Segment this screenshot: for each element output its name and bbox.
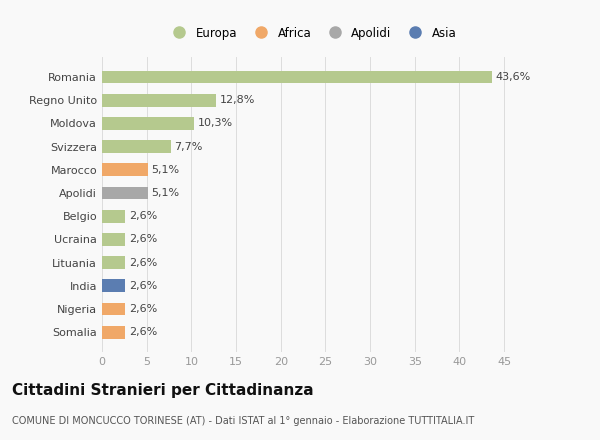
Bar — [102, 140, 171, 153]
Text: 2,6%: 2,6% — [129, 257, 157, 268]
Legend: Europa, Africa, Apolidi, Asia: Europa, Africa, Apolidi, Asia — [163, 22, 461, 44]
Bar — [102, 279, 125, 292]
Text: Cittadini Stranieri per Cittadinanza: Cittadini Stranieri per Cittadinanza — [12, 383, 314, 398]
Bar — [102, 303, 125, 315]
Text: 7,7%: 7,7% — [175, 142, 203, 152]
Bar — [102, 163, 148, 176]
Text: 2,6%: 2,6% — [129, 304, 157, 314]
Text: COMUNE DI MONCUCCO TORINESE (AT) - Dati ISTAT al 1° gennaio - Elaborazione TUTTI: COMUNE DI MONCUCCO TORINESE (AT) - Dati … — [12, 416, 474, 426]
Text: 2,6%: 2,6% — [129, 281, 157, 291]
Text: 2,6%: 2,6% — [129, 327, 157, 337]
Bar — [102, 256, 125, 269]
Bar — [102, 326, 125, 339]
Bar — [102, 210, 125, 223]
Text: 2,6%: 2,6% — [129, 235, 157, 244]
Text: 10,3%: 10,3% — [197, 118, 233, 128]
Bar — [102, 117, 194, 130]
Text: 43,6%: 43,6% — [495, 72, 530, 82]
Bar — [102, 233, 125, 246]
Text: 5,1%: 5,1% — [151, 165, 179, 175]
Text: 2,6%: 2,6% — [129, 211, 157, 221]
Bar — [102, 187, 148, 199]
Bar — [102, 94, 217, 106]
Text: 5,1%: 5,1% — [151, 188, 179, 198]
Text: 12,8%: 12,8% — [220, 95, 256, 105]
Bar — [102, 70, 491, 83]
